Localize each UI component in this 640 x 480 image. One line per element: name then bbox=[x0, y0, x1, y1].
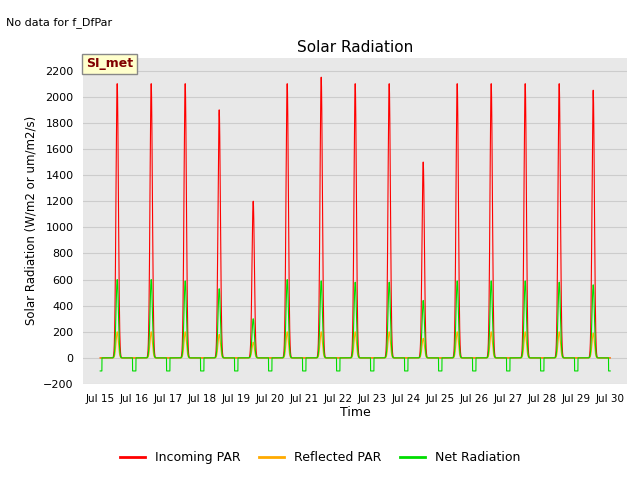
Net Radiation bbox=[113, 276, 121, 282]
Reflected PAR bbox=[606, 355, 614, 361]
Incoming PAR bbox=[606, 355, 614, 361]
Incoming PAR bbox=[123, 355, 131, 361]
Title: Solar Radiation: Solar Radiation bbox=[297, 40, 413, 55]
Reflected PAR bbox=[113, 329, 121, 335]
Incoming PAR bbox=[513, 355, 521, 361]
Reflected PAR bbox=[513, 355, 521, 361]
Incoming PAR bbox=[97, 355, 104, 361]
Net Radiation bbox=[513, 355, 521, 361]
Net Radiation bbox=[97, 368, 104, 374]
Reflected PAR bbox=[123, 355, 131, 361]
Reflected PAR bbox=[493, 355, 501, 361]
X-axis label: Time: Time bbox=[340, 407, 371, 420]
Incoming PAR bbox=[493, 355, 501, 361]
Net Radiation bbox=[480, 355, 488, 361]
Text: SI_met: SI_met bbox=[86, 58, 133, 71]
Reflected PAR bbox=[422, 353, 429, 359]
Net Radiation bbox=[606, 368, 614, 374]
Incoming PAR bbox=[422, 336, 429, 342]
Incoming PAR bbox=[317, 74, 325, 80]
Reflected PAR bbox=[506, 355, 514, 361]
Line: Reflected PAR: Reflected PAR bbox=[100, 332, 610, 358]
Net Radiation bbox=[123, 355, 131, 361]
Net Radiation bbox=[493, 355, 501, 361]
Legend: Incoming PAR, Reflected PAR, Net Radiation: Incoming PAR, Reflected PAR, Net Radiati… bbox=[115, 446, 525, 469]
Net Radiation bbox=[506, 355, 514, 361]
Y-axis label: Solar Radiation (W/m2 or um/m2/s): Solar Radiation (W/m2 or um/m2/s) bbox=[24, 116, 37, 325]
Incoming PAR bbox=[480, 355, 488, 361]
Reflected PAR bbox=[97, 355, 104, 361]
Reflected PAR bbox=[480, 355, 488, 361]
Line: Incoming PAR: Incoming PAR bbox=[100, 77, 610, 358]
Net Radiation bbox=[422, 349, 429, 355]
Incoming PAR bbox=[506, 355, 514, 361]
Text: No data for f_DfPar: No data for f_DfPar bbox=[6, 17, 113, 28]
Line: Net Radiation: Net Radiation bbox=[100, 279, 610, 371]
